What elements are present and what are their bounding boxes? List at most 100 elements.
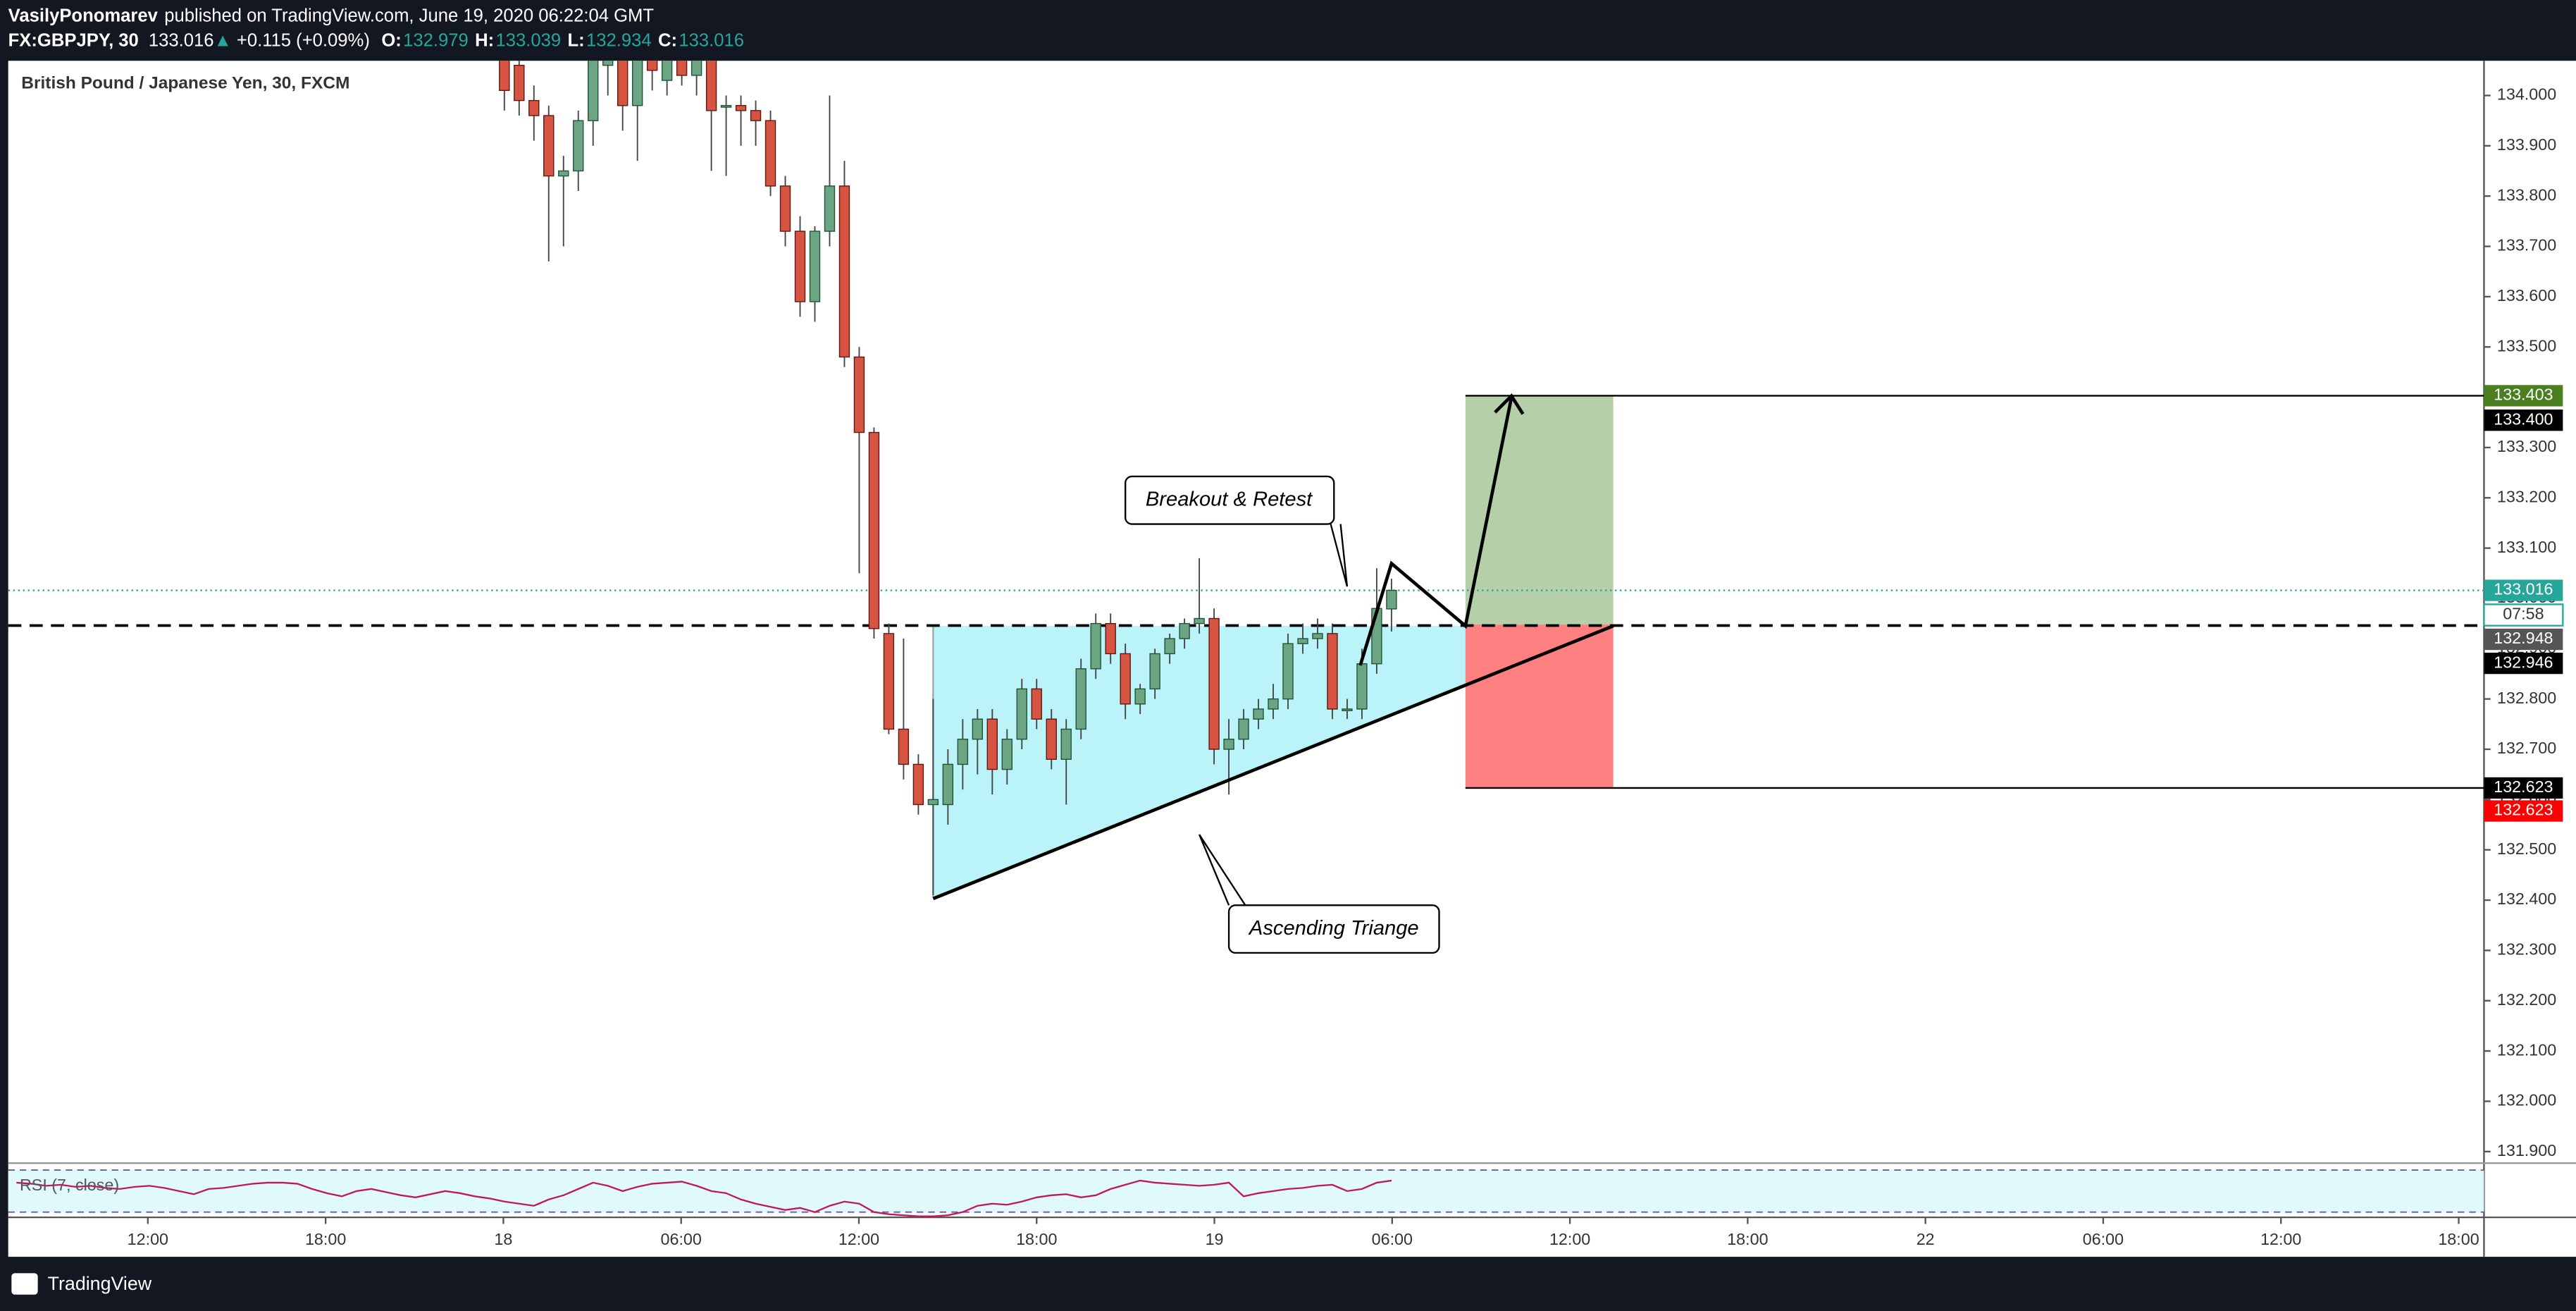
- candle-body: [942, 763, 954, 806]
- candle-body: [705, 61, 717, 111]
- x-tick-label: 18:00: [1016, 1230, 1057, 1248]
- candle-body: [1164, 638, 1175, 655]
- price-label: 132.623: [2494, 801, 2553, 819]
- y-tick-label: 133.900: [2497, 135, 2556, 154]
- y-tick-label: 132.400: [2497, 890, 2556, 908]
- candle-body: [514, 64, 525, 101]
- candle-body: [1297, 638, 1308, 644]
- candle-body: [602, 61, 614, 66]
- y-tick-label: 132.300: [2497, 940, 2556, 959]
- y-tick-label: 132.700: [2497, 739, 2556, 757]
- price-label: 132.948: [2494, 629, 2553, 647]
- ohlc-label: C:: [658, 30, 677, 50]
- y-tick-label: 133.300: [2497, 437, 2556, 455]
- symbol: FX:GBPJPY, 30: [8, 30, 139, 50]
- candle-body: [1327, 633, 1338, 710]
- price-label-box: [2484, 777, 2563, 799]
- candle-body: [1312, 633, 1323, 639]
- countdown: 07:58: [2503, 605, 2544, 623]
- candle-body: [631, 61, 643, 106]
- candle-body: [1031, 688, 1042, 720]
- candle-body: [1179, 622, 1190, 639]
- x-tick-label: 18:00: [2438, 1230, 2479, 1248]
- candle-body: [824, 185, 836, 232]
- x-tick-label: 18: [494, 1230, 512, 1248]
- x-tick-label: 06:00: [1372, 1230, 1413, 1248]
- candle-body: [853, 356, 865, 433]
- ohlc-value: 133.039: [496, 30, 562, 50]
- candle-body: [720, 105, 732, 108]
- candle-body: [1016, 688, 1027, 740]
- y-tick-label: 132.500: [2497, 839, 2556, 858]
- candle-body: [868, 431, 880, 629]
- candle-body: [1105, 622, 1116, 655]
- x-tick-label: 18:00: [1727, 1230, 1768, 1248]
- price-label-box: [2484, 800, 2563, 822]
- ohlc-value: 133.016: [679, 30, 744, 50]
- candle-body: [750, 110, 762, 121]
- direction: ▲: [213, 30, 231, 50]
- publisher: VasilyPonomarev: [8, 6, 159, 25]
- candle-body: [794, 230, 806, 302]
- candle-body: [1208, 617, 1220, 750]
- candle-body: [646, 61, 658, 71]
- callout-pointer: [1330, 524, 1349, 587]
- triangle-support: [932, 624, 1614, 901]
- candle-body: [676, 61, 688, 76]
- y-tick-label: 132.200: [2497, 990, 2556, 1009]
- candle-body: [735, 105, 747, 111]
- y-tick-label: 132.000: [2497, 1091, 2556, 1109]
- path-arrow: [1358, 397, 1513, 666]
- candle-body: [1046, 718, 1057, 760]
- x-tick-label: 12:00: [128, 1230, 168, 1248]
- change: +0.115 (+0.09%): [237, 30, 370, 50]
- candle-body: [883, 633, 895, 730]
- countdown-box: [2483, 603, 2564, 627]
- price-label: 132.946: [2494, 653, 2553, 671]
- ohlc-label: H:: [475, 30, 494, 50]
- candle-body: [764, 120, 776, 187]
- x-tick-label: 12:00: [2260, 1230, 2301, 1248]
- annotation: Breakout & Retest: [1146, 488, 1313, 510]
- x-tick-label: 12:00: [1549, 1230, 1590, 1248]
- published: published on TradingView.com, June 19, 2…: [164, 6, 654, 25]
- ohlc-label: L:: [568, 30, 585, 50]
- candle-body: [838, 185, 850, 358]
- y-tick-label: 132.100: [2497, 1040, 2556, 1059]
- y-tick-label: 131.900: [2497, 1141, 2556, 1159]
- candle-body: [1001, 739, 1013, 770]
- y-tick-label: 133.700: [2497, 236, 2556, 254]
- rsi-label: RSI (7, close): [20, 1176, 119, 1194]
- price-label: 133.403: [2494, 386, 2553, 404]
- last-price: 133.016: [149, 30, 214, 50]
- y-tick-label: 133.800: [2497, 185, 2556, 204]
- y-tick-label: 134.000: [2497, 85, 2556, 104]
- ohlc-value: 132.979: [403, 30, 469, 50]
- candle-body: [1268, 698, 1279, 710]
- y-tick-label: 133.500: [2497, 336, 2556, 355]
- header-line: VasilyPonomarev published on TradingView.…: [8, 6, 655, 25]
- candle-body: [528, 99, 540, 116]
- candle-body: [661, 61, 673, 81]
- rsi-band: [8, 1169, 2484, 1213]
- candle-body: [1134, 688, 1146, 705]
- candle-body: [1238, 718, 1249, 740]
- x-tick-label: 12:00: [838, 1230, 879, 1248]
- candle-body: [573, 120, 584, 172]
- ohlc-value: 132.934: [586, 30, 652, 50]
- candle-body: [957, 739, 969, 765]
- price-label: 132.623: [2494, 777, 2553, 796]
- candle-body: [588, 61, 599, 121]
- candle-body: [1223, 739, 1234, 750]
- candle-body: [1253, 708, 1264, 720]
- candle-body: [1060, 728, 1072, 760]
- y-tick-label: 132.800: [2497, 689, 2556, 707]
- y-tick-label: 133.600: [2497, 286, 2556, 304]
- annotation: Ascending Triange: [1248, 917, 1419, 940]
- candle-body: [1090, 622, 1101, 670]
- price-label: 133.400: [2494, 410, 2553, 428]
- callout-box: [1227, 904, 1440, 954]
- price-label-box: [2484, 652, 2563, 675]
- x-tick-label: 06:00: [2083, 1230, 2124, 1248]
